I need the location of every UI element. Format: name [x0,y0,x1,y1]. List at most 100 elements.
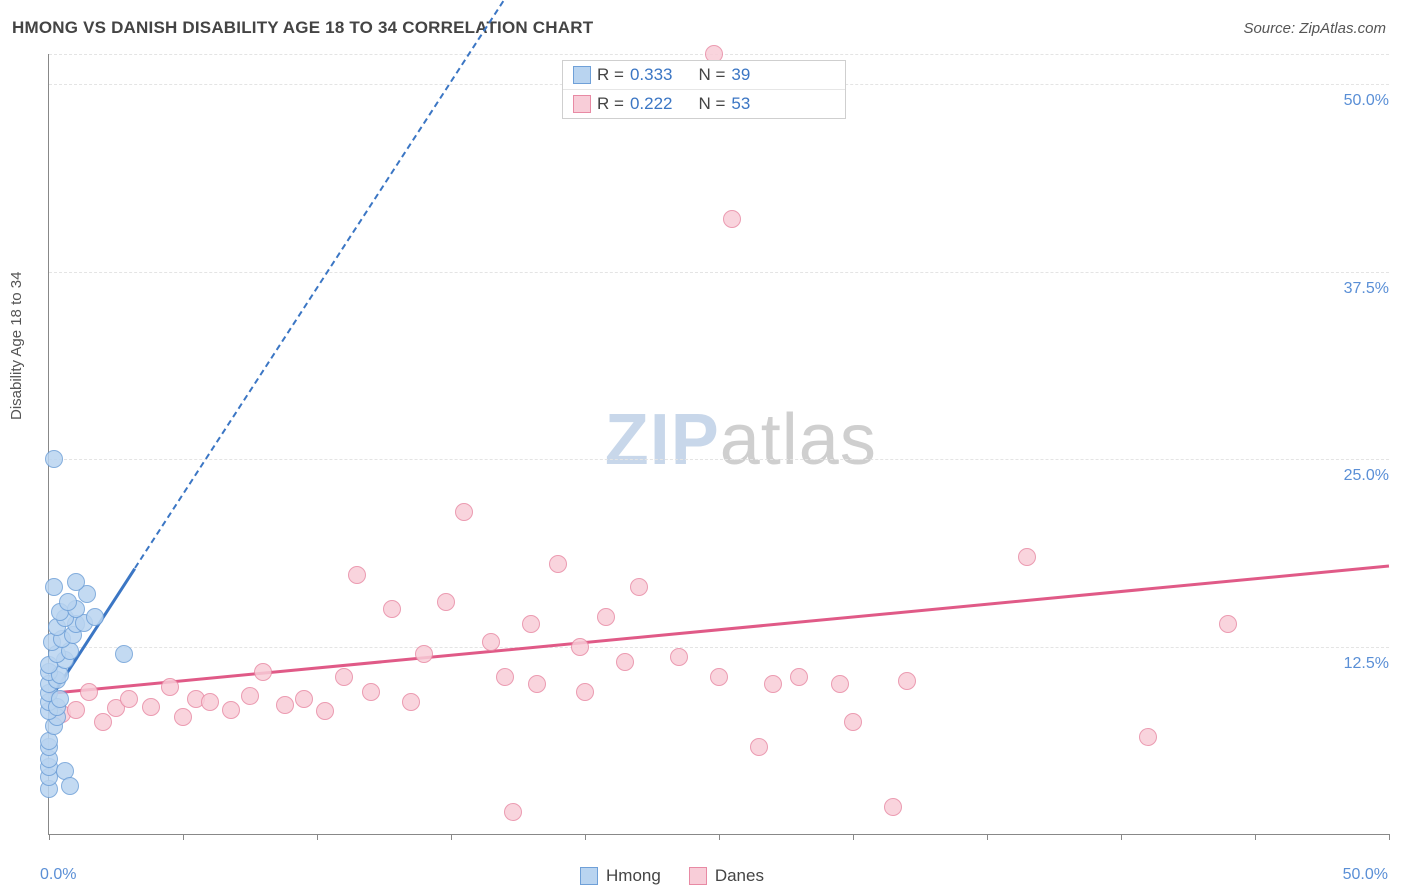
danes-point [455,503,473,521]
danes-point [348,566,366,584]
x-tick [719,834,720,840]
gridline [49,272,1389,273]
trend-line [134,0,586,569]
legend-row-danes: R = 0.222 N = 53 [563,89,845,118]
hmong-point [45,578,63,596]
hmong-point [51,690,69,708]
hmong-r-value[interactable]: 0.333 [630,65,673,85]
r-label: R = [597,94,624,114]
danes-point [750,738,768,756]
danes-point [571,638,589,656]
danes-point [504,803,522,821]
scatter-plot: ZIPatlas 12.5% 25.0% 37.5% 50.0% [48,54,1389,835]
n-label: N = [698,65,725,85]
danes-point [67,701,85,719]
danes-point [201,693,219,711]
y-tick-label: 12.5% [1342,655,1391,673]
danes-point [764,675,782,693]
y-tick-label: 25.0% [1342,467,1391,485]
x-tick [1389,834,1390,840]
danes-point [616,653,634,671]
series-legend: Hmong Danes [580,866,764,886]
danes-point [898,672,916,690]
danes-point [549,555,567,573]
x-axis-max-label: 50.0% [1343,866,1388,884]
legend-item-danes: Danes [689,866,764,886]
x-tick [987,834,988,840]
danes-point [831,675,849,693]
danes-point [1139,728,1157,746]
danes-point [362,683,380,701]
hmong-point [86,608,104,626]
danes-point [790,668,808,686]
danes-point [1018,548,1036,566]
x-tick [1255,834,1256,840]
legend-item-hmong: Hmong [580,866,661,886]
x-tick [49,834,50,840]
hmong-point [59,593,77,611]
danes-r-value[interactable]: 0.222 [630,94,673,114]
x-tick [853,834,854,840]
source-label: Source: ZipAtlas.com [1243,20,1386,37]
danes-point [254,663,272,681]
gridline [49,459,1389,460]
danes-point [80,683,98,701]
x-tick [585,834,586,840]
legend-row-hmong: R = 0.333 N = 39 [563,61,845,89]
danes-label: Danes [715,866,764,886]
danes-point [884,798,902,816]
danes-point [710,668,728,686]
hmong-point [115,645,133,663]
r-label: R = [597,65,624,85]
danes-swatch-icon [689,867,707,885]
hmong-swatch-icon [580,867,598,885]
hmong-point [67,573,85,591]
danes-point [174,708,192,726]
danes-point [142,698,160,716]
gridline [49,647,1389,648]
chart-title: HMONG VS DANISH DISABILITY AGE 18 TO 34 … [12,18,593,38]
danes-point [723,210,741,228]
danes-point [482,633,500,651]
danes-point [576,683,594,701]
danes-point [402,693,420,711]
x-tick [451,834,452,840]
danes-point [335,668,353,686]
hmong-n-value[interactable]: 39 [731,65,750,85]
danes-point [522,615,540,633]
n-label: N = [698,94,725,114]
danes-point [276,696,294,714]
x-tick [183,834,184,840]
hmong-label: Hmong [606,866,661,886]
danes-point [316,702,334,720]
danes-point [597,608,615,626]
x-axis-min-label: 0.0% [40,866,76,884]
danes-point [844,713,862,731]
hmong-swatch [573,66,591,84]
danes-point [120,690,138,708]
hmong-point [45,450,63,468]
danes-point [383,600,401,618]
danes-point [241,687,259,705]
danes-point [1219,615,1237,633]
danes-point [630,578,648,596]
danes-point [295,690,313,708]
danes-point [528,675,546,693]
danes-point [94,713,112,731]
danes-point [496,668,514,686]
y-tick-label: 37.5% [1342,280,1391,298]
watermark: ZIPatlas [605,399,877,481]
danes-n-value[interactable]: 53 [731,94,750,114]
danes-point [437,593,455,611]
x-tick [1121,834,1122,840]
x-tick [317,834,318,840]
danes-point [222,701,240,719]
y-axis-label: Disability Age 18 to 34 [8,272,25,420]
danes-point [670,648,688,666]
danes-point [161,678,179,696]
danes-point [415,645,433,663]
danes-swatch [573,95,591,113]
correlation-legend: R = 0.333 N = 39 R = 0.222 N = 53 [562,60,846,119]
y-tick-label: 50.0% [1342,92,1391,110]
hmong-point [61,777,79,795]
